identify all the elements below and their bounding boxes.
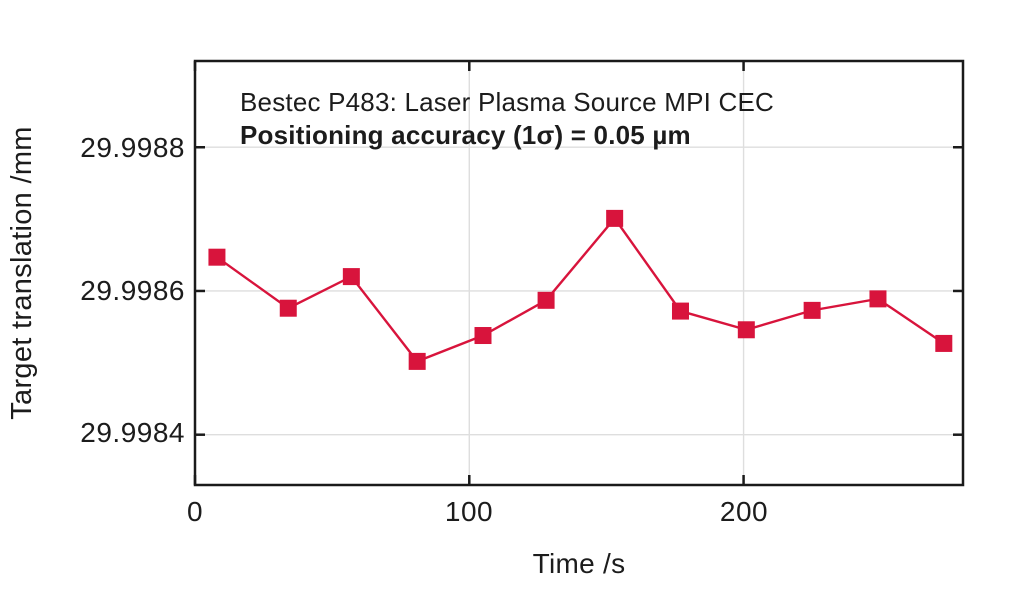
- data-marker: [606, 209, 624, 227]
- data-marker: [408, 352, 426, 370]
- data-marker: [737, 321, 755, 339]
- y-tick-label-29-9986: 29.9986: [80, 275, 185, 306]
- x-tick-label-100: 100: [444, 496, 494, 527]
- data-marker: [537, 291, 555, 309]
- data-line: [216, 216, 945, 363]
- data-marker: [935, 334, 953, 352]
- y-axis-title: Target translation /mm: [6, 126, 38, 420]
- chart-title-block: Bestec P483: Laser Plasma Source MPI CEC…: [240, 86, 774, 152]
- y-tick-label-29-9988: 29.9988: [80, 132, 185, 163]
- data-marker: [803, 301, 821, 319]
- x-tick-label-0: 0: [186, 496, 204, 527]
- x-tick-label-200: 200: [719, 496, 769, 527]
- x-axis-title: Time /s: [532, 548, 626, 579]
- data-marker: [869, 290, 887, 308]
- data-marker: [208, 248, 226, 266]
- y-tick-label-29-9984: 29.9984: [80, 417, 185, 448]
- data-marker: [279, 299, 297, 317]
- data-marker: [671, 302, 689, 320]
- data-marker: [474, 327, 492, 345]
- chart-title: Bestec P483: Laser Plasma Source MPI CEC: [240, 87, 775, 117]
- data-marker: [342, 268, 360, 286]
- plot-frame: [193, 59, 965, 487]
- chart-subtitle: Positioning accuracy (1σ) = 0.05 µm: [240, 120, 691, 150]
